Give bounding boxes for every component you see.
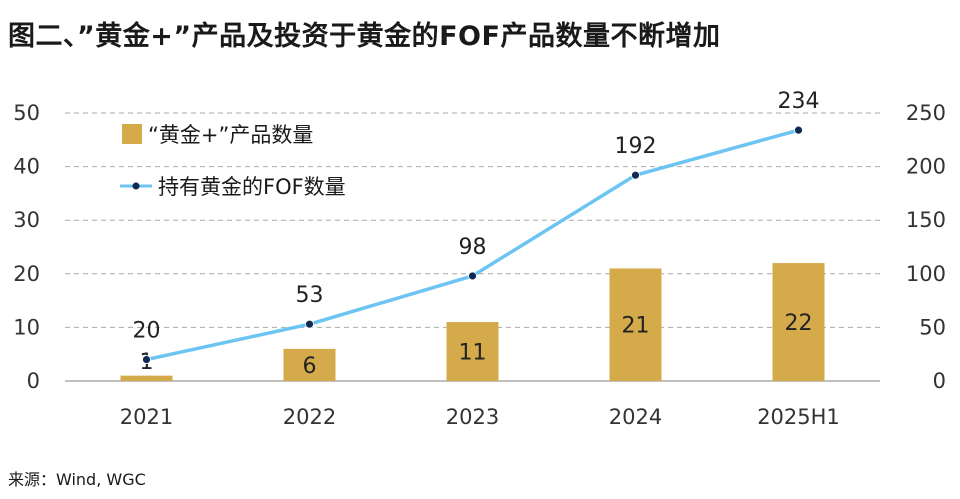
bar-data-label: 21: [622, 314, 650, 339]
left-axis-ticks: 0 10 20 30 40 50: [13, 101, 40, 393]
line-point: [794, 125, 803, 135]
legend-bar-swatch: [122, 124, 142, 144]
bar-data-label: 6: [303, 354, 317, 379]
x-tick-label: 2022: [283, 405, 336, 429]
x-axis-labels: 2021 2022 2023 2024 2025H1: [120, 405, 840, 429]
left-tick-label: 40: [13, 155, 40, 179]
bar-data-labels: 16112122: [140, 311, 813, 379]
line-point: [305, 319, 314, 329]
bar: [772, 263, 825, 381]
line-point: [468, 271, 477, 281]
right-tick-label: 50: [919, 315, 946, 339]
right-tick-label: 200: [906, 155, 946, 179]
legend-line-label: 持有黄金的FOF数量: [158, 175, 346, 199]
bar: [283, 348, 336, 381]
legend: “黄金+”产品数量 持有黄金的FOF数量: [120, 123, 346, 199]
right-tick-label: 100: [906, 262, 946, 286]
line-data-label: 234: [778, 89, 820, 114]
right-tick-label: 0: [933, 369, 946, 393]
left-tick-label: 20: [13, 262, 40, 286]
left-tick-label: 10: [13, 315, 40, 339]
line-point: [631, 170, 640, 180]
legend-bar-label: “黄金+”产品数量: [148, 123, 313, 147]
bar-series: [120, 263, 825, 381]
right-tick-label: 150: [906, 208, 946, 232]
left-tick-label: 30: [13, 208, 40, 232]
x-tick-label: 2025H1: [757, 405, 840, 429]
x-tick-label: 2023: [446, 405, 499, 429]
source-note: 来源：Wind, WGC: [8, 470, 146, 489]
bar: [446, 322, 499, 381]
line-data-labels: 20 53 98 192 234: [133, 89, 820, 343]
right-tick-label: 250: [906, 101, 946, 125]
line-point: [142, 355, 151, 364]
right-axis-ticks: 0 50 100 150 200 250: [906, 101, 946, 393]
left-tick-label: 50: [13, 101, 40, 125]
bar-data-label: 22: [785, 311, 813, 336]
line-data-label: 53: [296, 283, 324, 308]
line-data-label: 20: [133, 319, 161, 344]
x-tick-label: 2024: [609, 405, 662, 429]
x-tick-label: 2021: [120, 405, 173, 429]
bar: [120, 375, 173, 381]
left-tick-label: 0: [27, 369, 40, 393]
line-data-label: 192: [615, 134, 657, 159]
line-data-label: 98: [459, 235, 487, 260]
legend-line-marker: [132, 182, 140, 190]
line-series: [142, 125, 803, 364]
chart-title: 图二、”黄金+”产品及投资于黄金的FOF产品数量不断增加: [8, 21, 721, 52]
bar: [609, 268, 662, 381]
bar-data-label: 11: [459, 341, 487, 366]
